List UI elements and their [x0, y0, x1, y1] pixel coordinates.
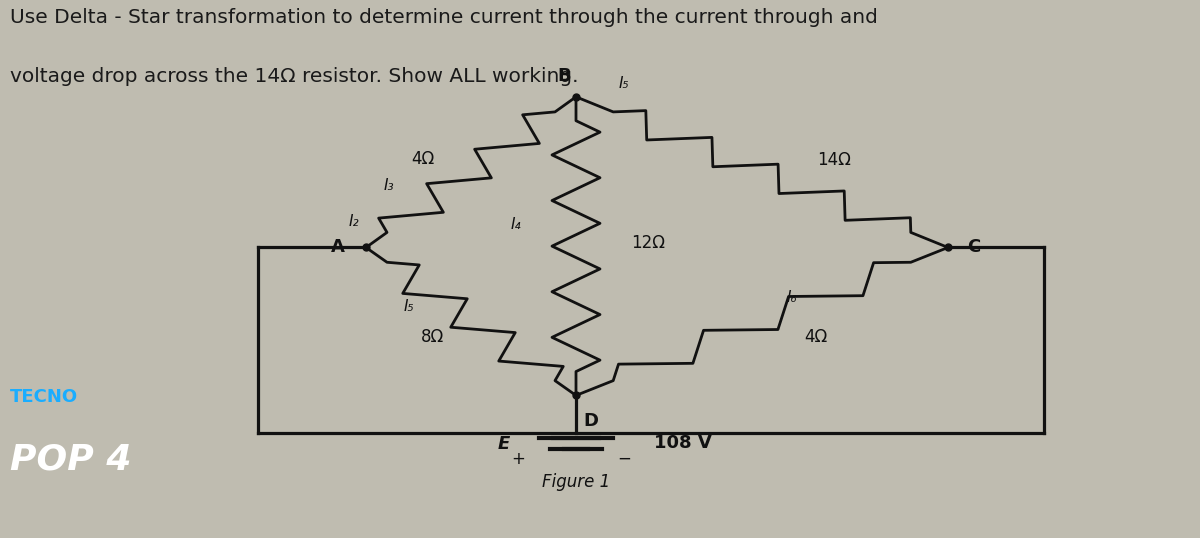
Text: C: C — [967, 238, 980, 257]
Text: 8Ω: 8Ω — [421, 328, 444, 345]
Text: I₃: I₃ — [384, 178, 395, 193]
Text: 12Ω: 12Ω — [631, 235, 665, 252]
Text: Figure 1: Figure 1 — [542, 472, 610, 491]
Text: 4Ω: 4Ω — [804, 328, 828, 345]
Text: 108 V: 108 V — [654, 434, 712, 452]
Text: B: B — [557, 67, 571, 85]
Text: I₂: I₂ — [349, 214, 359, 229]
Text: −: − — [617, 450, 631, 468]
Text: Use Delta - Star transformation to determine current through the current through: Use Delta - Star transformation to deter… — [10, 8, 877, 27]
Text: +: + — [511, 450, 526, 468]
Text: I₄: I₄ — [511, 217, 521, 232]
Text: A: A — [330, 238, 344, 257]
Text: E: E — [498, 435, 510, 453]
Text: 14Ω: 14Ω — [817, 151, 851, 169]
Text: D: D — [583, 412, 598, 429]
Text: POP 4: POP 4 — [10, 442, 131, 476]
Text: I₅: I₅ — [619, 76, 629, 91]
Text: voltage drop across the 14Ω resistor. Show ALL working.: voltage drop across the 14Ω resistor. Sh… — [10, 67, 578, 86]
Text: I₆: I₆ — [787, 290, 797, 305]
Text: I₅: I₅ — [403, 299, 414, 314]
Text: TECNO: TECNO — [10, 388, 78, 406]
Text: 4Ω: 4Ω — [412, 150, 434, 168]
